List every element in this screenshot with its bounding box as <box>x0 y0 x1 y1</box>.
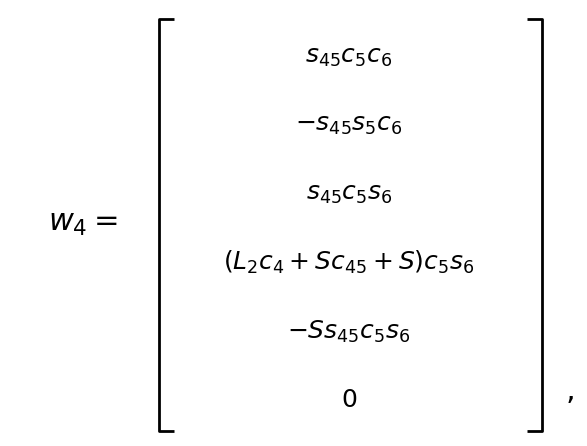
Text: $w_4 =$: $w_4 =$ <box>48 208 118 238</box>
Text: $-Ss_{45}c_5s_6$: $-Ss_{45}c_5s_6$ <box>287 318 411 345</box>
Text: $s_{45}c_5s_6$: $s_{45}c_5s_6$ <box>306 182 392 206</box>
Text: ,: , <box>565 376 575 405</box>
Text: $s_{45}c_5c_6$: $s_{45}c_5c_6$ <box>305 45 393 69</box>
Text: $-s_{45}s_5c_6$: $-s_{45}s_5c_6$ <box>295 113 403 137</box>
Text: $\left(L_2c_4 + Sc_{45} + S\right)c_5s_6$: $\left(L_2c_4 + Sc_{45} + S\right)c_5s_6… <box>223 249 475 277</box>
Text: $0$: $0$ <box>341 388 357 412</box>
